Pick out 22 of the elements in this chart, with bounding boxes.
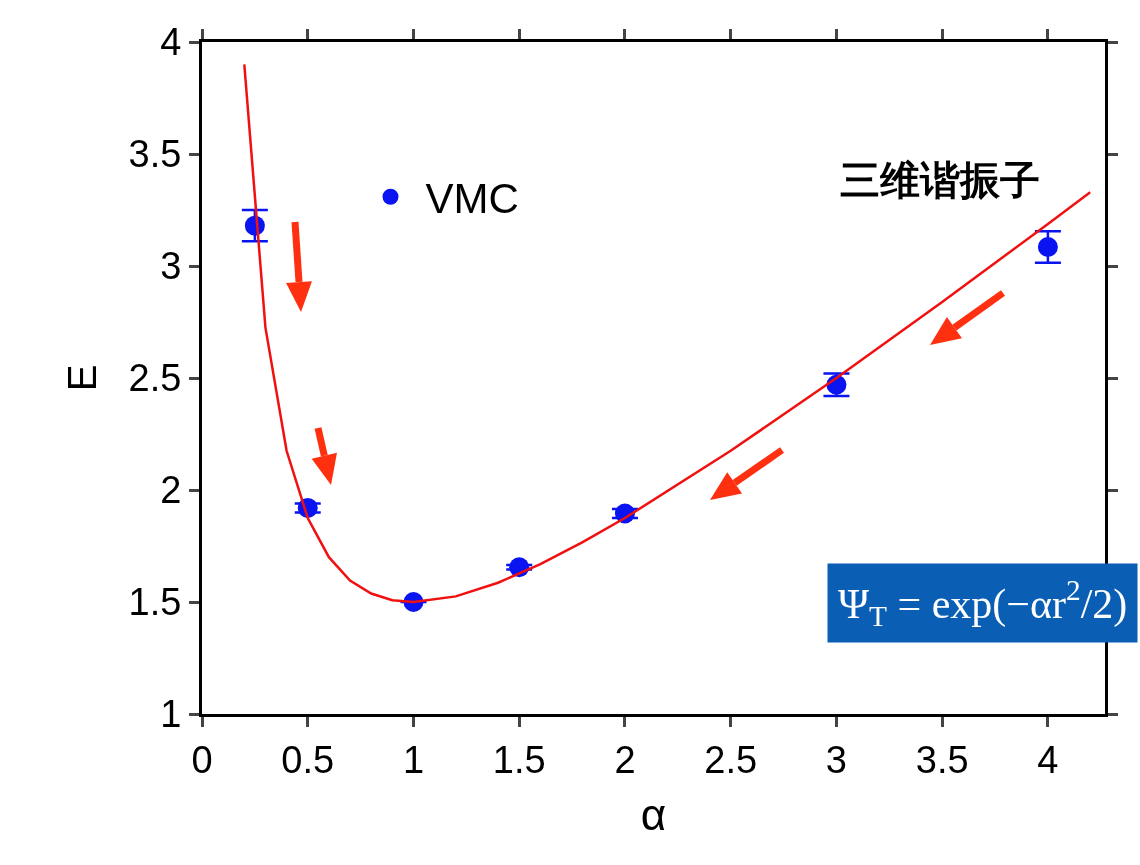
x-tick-label: 0.5 — [281, 738, 335, 781]
legend-label: VMC — [425, 175, 519, 223]
x-axis-title: α — [640, 789, 667, 839]
y-tick-label: 4 — [160, 21, 182, 64]
y-axis-title: E — [60, 364, 105, 392]
x-tick-label: 0 — [191, 738, 213, 781]
x-tick-label: 2.5 — [704, 738, 758, 781]
x-tick-label: 3 — [825, 738, 847, 781]
x-tick-label: 2 — [614, 738, 636, 781]
x-tick-label: 1 — [402, 738, 425, 781]
y-tick-label: 3.5 — [128, 133, 182, 176]
point — [1037, 236, 1058, 257]
annotation: 三维谐振子 — [840, 158, 1040, 202]
y-tick-label: 1.5 — [128, 581, 182, 624]
x-tick-label: 1.5 — [492, 738, 546, 781]
x-tick-label: 3.5 — [915, 738, 969, 781]
x-tick-label: 4 — [1037, 738, 1059, 781]
y-tick-label: 3 — [160, 245, 182, 288]
annotation: Ψ$_{T}$ = exp(−αr$^{2}$/2) — [838, 574, 1128, 633]
y-tick-label: 2.5 — [128, 357, 182, 400]
y-tick-label: 1 — [160, 693, 182, 736]
y-tick-label: 2 — [160, 469, 182, 512]
